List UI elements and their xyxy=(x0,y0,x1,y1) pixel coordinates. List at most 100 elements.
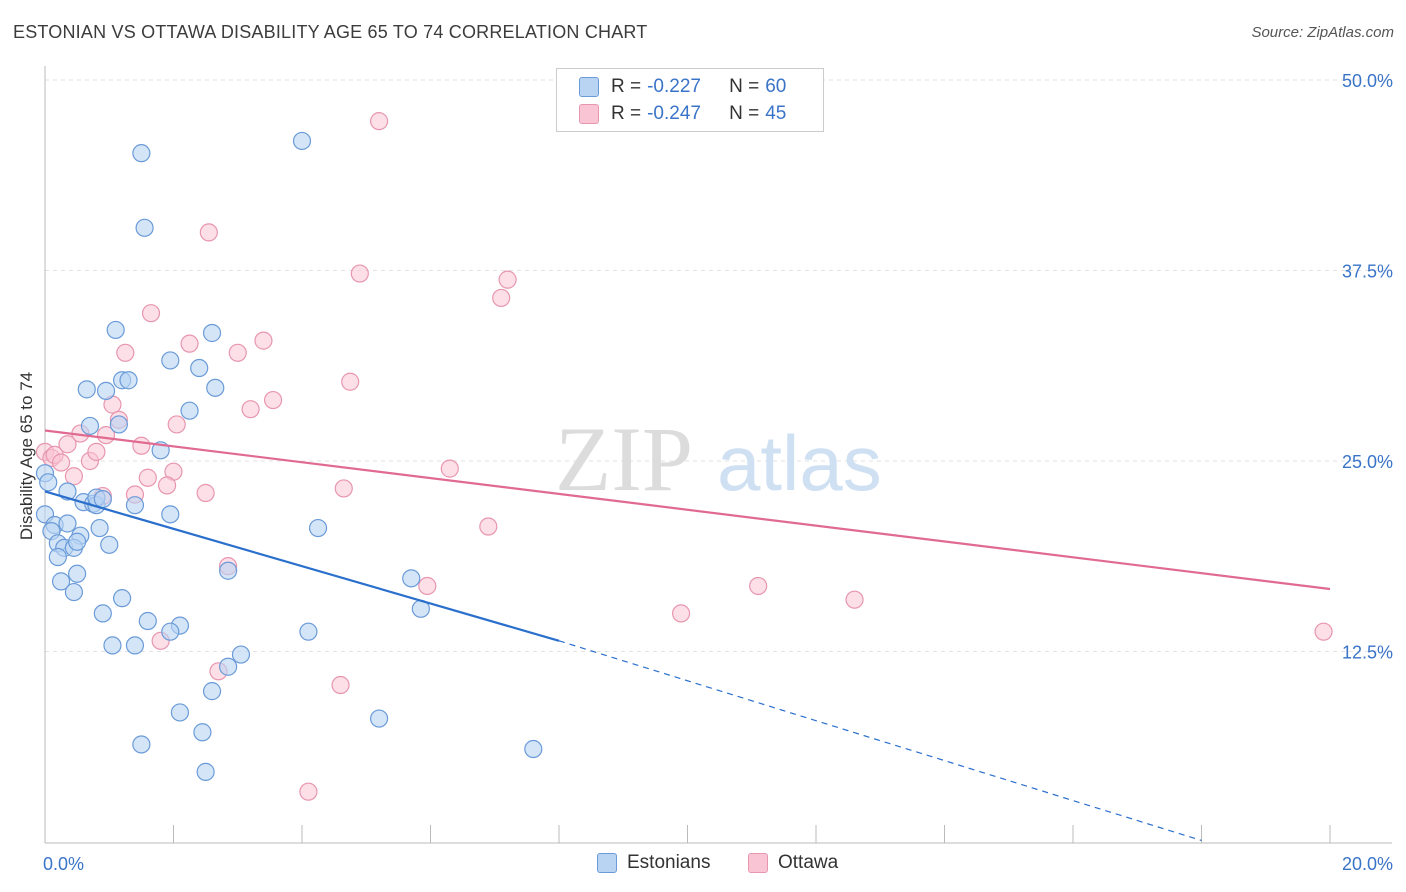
ottawa-point xyxy=(58,435,77,454)
estonians-point xyxy=(219,657,238,676)
gridlines xyxy=(45,79,1392,652)
y-tick-label: 37.5% xyxy=(1342,262,1393,282)
estonians-point xyxy=(125,496,145,515)
estonians-point xyxy=(206,378,225,397)
estonians-point xyxy=(170,703,190,722)
legend-label-estonians: Estonians xyxy=(627,852,711,873)
legend-row-estonians: R = -0.227 N = 60 xyxy=(579,75,786,99)
y-tick-label: 50.0% xyxy=(1342,71,1393,91)
legend-row-ottawa: R = -0.247 N = 45 xyxy=(579,102,786,126)
estonians-point xyxy=(80,416,100,436)
watermark: ZIP atlas xyxy=(555,408,882,510)
trend-lines xyxy=(44,429,1331,842)
ottawa-point xyxy=(64,467,84,486)
estonians-point xyxy=(231,645,251,664)
ottawa-point xyxy=(132,436,151,455)
legend-item-ottawa: Ottawa xyxy=(748,852,838,874)
ottawa-point xyxy=(845,590,864,609)
estonians-point xyxy=(51,572,71,591)
ottawa-point xyxy=(1314,622,1333,641)
estonians-points xyxy=(35,131,543,781)
estonians-point xyxy=(132,144,151,163)
estonians-point xyxy=(219,561,238,580)
estonians-point xyxy=(402,569,421,588)
y-tick-label: 25.0% xyxy=(1342,452,1393,472)
source-label: Source: ZipAtlas.com xyxy=(1251,24,1394,41)
estonians-point xyxy=(106,320,125,340)
estonians-point xyxy=(193,723,212,742)
ottawa-point xyxy=(254,331,273,350)
ottawa-point xyxy=(263,390,283,410)
ottawa-point xyxy=(116,343,135,362)
estonians-point xyxy=(39,473,58,492)
ottawa-swatch xyxy=(748,853,768,873)
estonians-point xyxy=(370,709,389,728)
estonians-point xyxy=(196,762,215,781)
legend-label-ottawa: Ottawa xyxy=(778,852,839,873)
estonians-point xyxy=(64,582,84,602)
estonians-point xyxy=(96,381,116,400)
estonians-point xyxy=(299,622,318,641)
estonians-point xyxy=(135,218,154,237)
estonians-point xyxy=(103,636,122,655)
ottawa-point xyxy=(334,479,353,498)
tick-labels: 12.5% 25.0% 37.5% 50.0% 0.0% 20.0% xyxy=(43,71,1393,874)
ottawa-point xyxy=(180,334,199,353)
estonians-point xyxy=(161,505,180,524)
estonians-swatch xyxy=(579,77,599,97)
estonians-point xyxy=(138,611,157,631)
watermark-atlas: atlas xyxy=(717,419,882,507)
estonians-point xyxy=(308,518,328,538)
estonians-point xyxy=(119,371,138,390)
legend-n-label: N = xyxy=(729,103,760,124)
estonians-point xyxy=(125,636,145,655)
correlation-legend: R = -0.227 N = 60 R = -0.247 N = 45 xyxy=(556,68,824,132)
ottawa-point xyxy=(749,576,768,596)
estonians-trend-extension xyxy=(558,640,1202,842)
ottawa-point xyxy=(87,442,106,461)
ottawa-swatch xyxy=(579,104,599,124)
estonians-point xyxy=(161,622,180,641)
estonians-point xyxy=(112,589,132,608)
ottawa-point xyxy=(228,343,247,362)
estonians-point xyxy=(292,131,312,151)
ottawa-point xyxy=(341,372,360,391)
estonians-point xyxy=(93,604,112,623)
ottawa-point xyxy=(350,264,369,283)
estonians-point xyxy=(180,401,199,420)
legend-r-value: -0.227 xyxy=(647,76,701,97)
ottawa-point xyxy=(418,576,437,596)
ottawa-point xyxy=(331,675,350,695)
x-tick-label: 20.0% xyxy=(1342,854,1393,874)
ottawa-point xyxy=(479,517,498,536)
estonians-point xyxy=(190,358,209,378)
ottawa-point xyxy=(138,468,157,487)
estonians-point xyxy=(161,351,180,370)
ottawa-point xyxy=(299,782,318,801)
ottawa-point xyxy=(492,288,511,308)
estonians-point xyxy=(90,518,109,538)
legend-r-label: R = xyxy=(611,103,642,124)
ottawa-trend-line xyxy=(44,429,1331,591)
estonians-swatch xyxy=(597,853,617,873)
legend-n-value: 60 xyxy=(765,76,787,97)
estonians-point xyxy=(524,739,543,759)
estonians-point xyxy=(58,514,77,533)
ottawa-point xyxy=(51,453,71,472)
ottawa-point xyxy=(167,415,186,434)
chart-title: ESTONIAN VS OTTAWA DISABILITY AGE 65 TO … xyxy=(13,22,648,42)
legend-r-label: R = xyxy=(611,76,642,97)
estonians-point xyxy=(100,535,119,554)
y-tick-label: 12.5% xyxy=(1342,643,1393,663)
legend-r-value: -0.247 xyxy=(647,103,701,124)
estonians-point xyxy=(68,532,87,551)
watermark-zip: ZIP xyxy=(555,408,693,510)
x-tick-label: 0.0% xyxy=(43,854,84,874)
estonians-point xyxy=(93,490,112,509)
estonians-trend-line xyxy=(44,490,560,642)
estonians-point xyxy=(109,415,128,434)
estonians-point xyxy=(132,735,151,754)
ottawa-point xyxy=(141,304,161,323)
estonians-point xyxy=(202,323,222,343)
